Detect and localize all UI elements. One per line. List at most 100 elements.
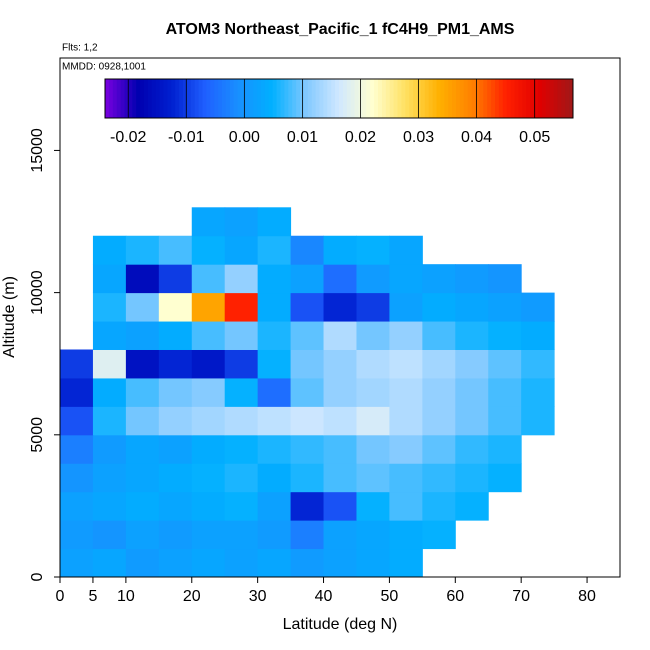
cell (60, 520, 94, 550)
colorbar-swatch (225, 79, 231, 118)
y-tick-label: 10000 (29, 270, 46, 315)
cell (257, 207, 292, 237)
cell (488, 292, 522, 322)
cell (290, 264, 325, 294)
cell (158, 292, 193, 322)
plot-frame (59, 57, 621, 578)
cell (323, 321, 357, 350)
colorbar-swatch (448, 79, 453, 118)
colorbar-swatch (381, 79, 387, 118)
cell (224, 207, 259, 237)
colorbar-swatch (397, 79, 402, 118)
cell (224, 235, 259, 265)
cell (191, 235, 226, 265)
cell (125, 321, 160, 350)
cell (60, 463, 94, 493)
cell (224, 491, 259, 521)
cell (125, 264, 160, 294)
x-tick-label: 0 (56, 588, 65, 605)
x-tick-label: 60 (446, 588, 464, 605)
cell (290, 548, 325, 578)
cell (92, 321, 127, 350)
x-tick-label: 10 (117, 588, 135, 605)
colorbar-swatch (557, 79, 562, 118)
cell (257, 321, 292, 350)
cell (422, 520, 456, 550)
colorbar-swatch (128, 79, 133, 118)
cell (191, 264, 226, 294)
colorbar-swatch (296, 79, 301, 118)
cell (422, 264, 456, 294)
cell (191, 292, 226, 322)
chart-title: ATOM3 Northeast_Pacific_1 fC4H9_PM1_AMS (166, 21, 515, 38)
cell (290, 377, 325, 407)
colorbar-swatch (350, 79, 356, 118)
cell (191, 520, 226, 550)
cell (455, 264, 489, 294)
colorbar-swatch (354, 79, 359, 118)
colorbar-tick-label: 0.05 (519, 129, 550, 146)
colorbar-swatch (264, 79, 270, 118)
colorbar-swatch (436, 79, 441, 118)
x-axis-label: Latitude (deg N) (283, 616, 398, 633)
cell (323, 377, 357, 407)
cell (92, 292, 127, 322)
colorbar-swatch (370, 79, 375, 118)
colorbar-swatch (534, 79, 539, 118)
colorbar-swatch (112, 79, 118, 118)
cell (158, 235, 193, 265)
colorbar-swatch (190, 79, 196, 118)
colorbar-swatch (206, 79, 211, 118)
cell (422, 321, 456, 350)
cell (224, 321, 259, 350)
cell (422, 434, 456, 464)
cell (60, 491, 94, 521)
colorbar-swatch (526, 79, 531, 118)
colorbar-swatch (342, 79, 348, 118)
cell (389, 463, 423, 493)
cell (323, 491, 357, 521)
cell (389, 264, 423, 294)
cell (455, 491, 489, 521)
colorbar-swatch (366, 79, 371, 118)
colorbar-swatch (237, 79, 242, 118)
colorbar-swatch (319, 79, 324, 118)
cell (422, 491, 456, 521)
cell (60, 434, 94, 464)
cell (158, 321, 193, 350)
colorbar-swatch (323, 79, 328, 118)
cell (257, 548, 292, 578)
colorbar-swatch (514, 79, 519, 118)
subtitle: Flts: 1,2 (62, 43, 98, 54)
cell (422, 406, 456, 436)
cell (191, 406, 226, 436)
cell (257, 520, 292, 550)
colorbar-swatch (545, 79, 551, 118)
cell (60, 349, 94, 379)
colorbar-swatch (471, 79, 476, 118)
colorbar-swatch (553, 79, 558, 118)
cell (125, 548, 160, 578)
colorbar-swatch (171, 79, 176, 118)
colorbar-swatch (530, 79, 535, 118)
cell (455, 321, 489, 350)
cell (488, 321, 522, 350)
colorbar-swatch (413, 79, 418, 118)
colorbar-swatch (362, 79, 367, 118)
cell (389, 434, 423, 464)
colorbar-swatch (498, 79, 504, 118)
cell (290, 292, 325, 322)
colorbar-swatch (276, 79, 281, 118)
cell (323, 292, 357, 322)
cell (60, 548, 94, 578)
cell (191, 207, 226, 237)
x-tick-label: 40 (315, 588, 333, 605)
cell (224, 434, 259, 464)
colorbar-swatch (315, 79, 320, 118)
colorbar-swatch (506, 79, 512, 118)
x-tick-label: 5 (88, 588, 97, 605)
colorbar-swatch (432, 79, 437, 118)
y-tick-label: 5000 (29, 417, 46, 453)
cell (323, 520, 357, 550)
